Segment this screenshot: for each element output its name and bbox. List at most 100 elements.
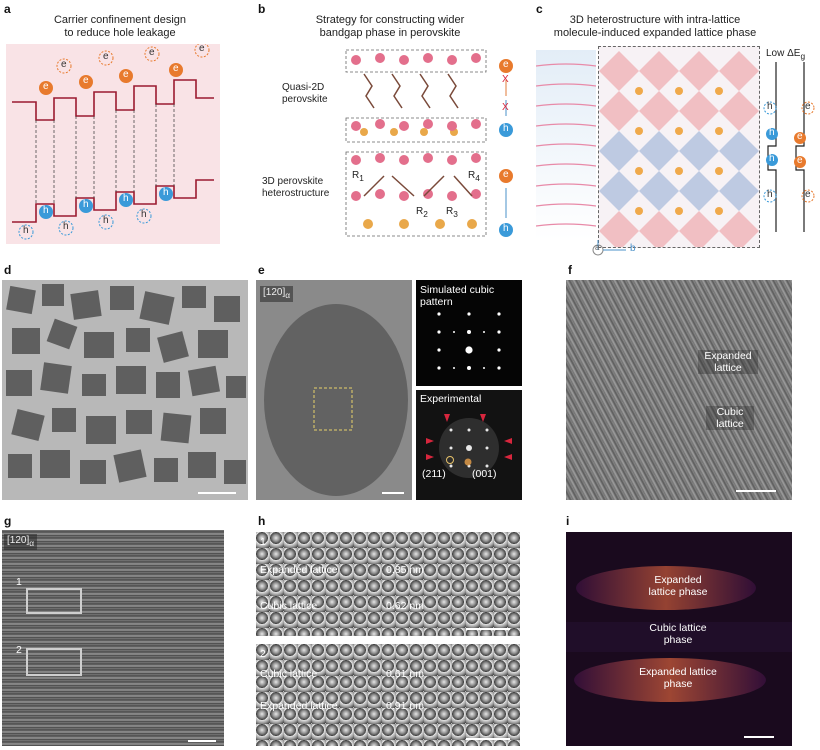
quasi-2d-label-line2: perovskite [282,94,328,105]
electron-label: e [797,131,803,142]
scale-bar [736,490,776,492]
hole-outline-icons [18,208,152,240]
panel-g-label: g [4,514,12,528]
inset-1-row1-label: Expanded lattice [260,564,338,576]
electron-label: e [103,51,109,62]
region-2-label: 2 [16,644,22,656]
scale-bar [466,738,510,740]
panel-c-label: c [536,2,543,16]
hole-label: h [767,189,773,200]
panel-e-label: e [258,263,265,277]
region-box-1 [26,588,82,614]
expanded-phase-bottom-label-line2: phase [663,678,693,690]
electron-filled-icons [39,63,183,95]
hole-filled-icons [39,187,173,219]
experimental-label: Experimental [420,393,482,405]
hole-label: h [123,193,129,204]
r3-label: R3 [446,206,458,219]
hole-label: h [767,101,773,112]
inset-2-row2-label: Expanded lattice [260,700,338,712]
panel-a-band-diagram: e e e e e e e e h h h h h h h h [6,43,220,244]
band-offset-svg [763,62,815,232]
electron-label: e [805,101,811,112]
carrier-arrows-svg [499,59,513,237]
cubic-phase-label-line2: phase [663,634,693,646]
scale-bar [382,492,404,494]
inset-1-row1-value: 0.85 nm [386,564,424,576]
electron-label: e [199,43,205,54]
axis-a-label: a [595,243,600,252]
panel-h-label: h [258,514,266,528]
lattice-octahedra-svg [599,51,759,247]
zone-axis-label: [120]α [260,286,294,302]
electron-label: e [503,169,509,180]
simulated-pattern-label-line1: Simulated cubic [420,284,495,296]
hole-label: h [163,187,169,198]
panel-b-title: Strategy for constructing wider bandgap … [290,14,490,40]
simulated-diffraction-pattern: Simulated cubic pattern [416,280,522,386]
expanded-phase-top-label-line1: Expanded [654,574,702,586]
electron-outline-icons [56,44,210,74]
expanded-phase-bottom-label-line1: Expanded lattice [639,666,717,678]
panel-a-title-line2: to reduce hole leakage [64,27,176,39]
particle-svg [264,304,408,496]
cubic-lattice-label: Cubic lattice [706,406,754,430]
cations-hetero [363,219,477,229]
region-box-2 [26,648,82,676]
cross-mark: X [502,74,509,85]
cross-mark: X [502,102,509,113]
electron-label: e [503,59,509,70]
electron-label: e [43,81,49,92]
scale-bar [188,740,216,742]
hrtem-particle-image: [120]α [256,280,412,500]
hole-label: h [63,221,69,232]
panel-b-structures: R1 R2 R3 R4 [344,46,490,242]
electron-label: e [173,63,179,74]
octahedra-bottom [351,119,481,201]
hetero-molecules [363,175,473,197]
simulated-spots-svg [437,312,501,370]
strain-map-svg [566,566,792,702]
scale-bar [744,736,774,738]
panel-c-title-line2: molecule-induced expanded lattice phase [553,27,757,39]
cubic-lattice-label-line2: lattice [716,418,744,430]
expanded-phase-top-label: Expanded lattice phase [638,574,718,598]
layer-stripes [536,50,596,240]
hole-label: h [23,225,29,236]
experimental-diffraction-pattern: Experimental (211) (001) [416,390,522,500]
inset-1-number: 1 [260,536,266,548]
hole-label: h [769,153,775,164]
heterostructure-label: 3D perovskite heterostructure [262,176,329,200]
quasi-2d-label: Quasi-2D perovskite [282,82,328,106]
panel-a-title: Carrier confinement design to reduce hol… [20,14,220,40]
low-eg-label: Low ΔEg [766,48,806,61]
pink-octahedra [599,51,759,247]
hole-label: h [769,127,775,138]
scale-bar [466,628,510,630]
tem-image-nanocrystals [2,280,248,500]
haadf-stem-image: [120]α 1 2 [2,530,224,746]
layer-stripes-svg [536,63,596,227]
experimental-spots-svg [426,414,512,478]
simulated-pattern-label: Simulated cubic pattern [420,284,494,308]
axis-b-label: b [630,243,636,254]
expanded-phase-top-label-line2: lattice phase [648,586,708,598]
octahedra-top [351,53,481,65]
magnified-region-1: 1 Expanded lattice 0.85 nm Cubic lattice… [256,532,520,636]
region-1-label: 1 [16,576,22,588]
perovskite-structure-svg [345,49,487,237]
panel-a-label: a [4,2,11,16]
hole-label: h [103,215,109,226]
hole-label: h [141,209,147,220]
band-dashed-lines [35,104,175,204]
cubic-lattice-label-line1: Cubic [716,406,744,418]
electron-label: e [83,75,89,86]
electron-label: e [805,189,811,200]
inset-2-row2-value: 0.91 nm [386,700,424,712]
panel-i-label: i [566,514,570,528]
panel-c-band: h h h h e e e e [762,62,818,240]
axis-arrows-svg [592,240,626,256]
electron-label: e [149,47,155,58]
panel-a-title-line1: Carrier confinement design [53,14,187,26]
inset-2-row1-value: 0.61 nm [386,668,424,680]
